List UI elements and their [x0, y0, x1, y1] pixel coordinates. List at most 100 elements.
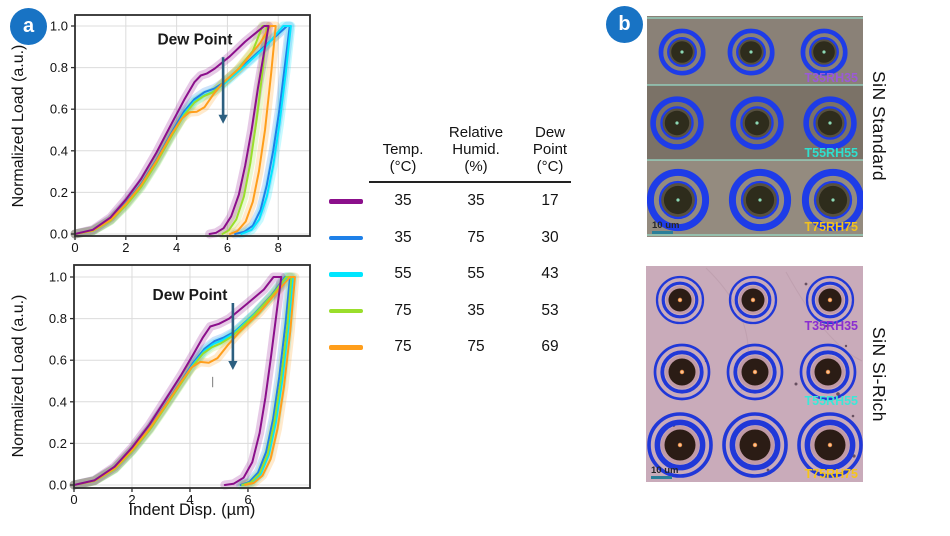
dirt-speck: [844, 344, 848, 348]
indent-center-highlight: [829, 299, 831, 301]
scale-bar-label: 10 um: [652, 220, 679, 231]
indent-outer-ring: [797, 412, 863, 478]
chart-sin-si-rich: Dew Point 0.0 0.2 0.4 0.6 0.8 1.0 0 2 4 6: [49, 264, 311, 507]
legend-row-3: 75 35 53: [329, 293, 581, 330]
indent-center-speck: [680, 50, 684, 54]
y-tick-label: 0.4: [49, 394, 67, 409]
indent-outer-ring: [799, 343, 857, 401]
indent-inner-ring: [667, 37, 697, 67]
legend-header-rule: [369, 181, 571, 183]
condition-label-T55RH55: T55RH55: [805, 394, 859, 408]
indent-outer-ring: [722, 412, 788, 478]
y-axis-label-top: Normalized Load (a.u.): [10, 44, 27, 208]
indent-outer-ring-wobble: [729, 30, 775, 76]
x-tick-label: 4: [173, 240, 180, 252]
legend-temp-value: 75: [394, 301, 412, 319]
y-tick-label: 0.4: [50, 143, 68, 158]
indent-outer-ring-wobble: [732, 98, 784, 150]
condition-label-T55RH55: T55RH55: [805, 146, 859, 160]
plot-border: [74, 14, 311, 237]
legend-row-2: 55 55 43: [329, 256, 581, 293]
indent-outer-ring-wobble: [652, 98, 704, 150]
indent-center-highlight: [754, 371, 756, 373]
dirt-speck: [804, 282, 808, 286]
indent-mid-ring: [806, 350, 850, 394]
legend-color-swatch: [329, 308, 363, 313]
x-tick-label: 2: [122, 240, 129, 252]
x-tick-label: 2: [128, 492, 135, 507]
micrograph-side-label-si-rich: SiN Si-Rich: [869, 326, 889, 422]
indent-inner-ring: [809, 37, 839, 67]
indent-center-speck: [828, 121, 832, 125]
legend-header-dew-point: Dew Point (°C): [532, 124, 568, 176]
y-axis-label-bottom: Normalized Load (a.u.): [10, 294, 27, 458]
x-axis-label: Indent Disp. (µm): [128, 501, 256, 519]
indent-outer-ring-wobble: [731, 171, 791, 231]
indent-center-speck: [676, 198, 680, 202]
dew-point-arrowhead: [218, 114, 228, 124]
indent-outer-ring-wobble: [649, 171, 709, 231]
condition-label-T35RH35: T35RH35: [805, 319, 859, 333]
indent-outer-ring-wobble: [805, 98, 857, 150]
indent-inner-ring: [813, 180, 853, 220]
scale-bar: [651, 476, 672, 479]
series-line-T35RH35: [74, 25, 270, 235]
legend-humidity-value: 75: [467, 228, 485, 246]
condition-label-T35RH35: T35RH35: [805, 71, 859, 85]
legend-humidity-value: 35: [467, 301, 485, 319]
indent-center-speck: [822, 50, 826, 54]
y-tick-label: 0.6: [49, 353, 67, 368]
y-tick-label: 0.8: [49, 311, 67, 326]
indent-mid-ring: [733, 350, 777, 394]
indent-inner-ring: [658, 180, 698, 220]
indent-outer-ring-wobble: [804, 171, 863, 231]
indent-mid-ring: [654, 419, 706, 471]
legend-swatch-cell: [329, 272, 373, 277]
micrograph-side-label-standard: SiN Standard: [869, 71, 889, 182]
indent-center-speck: [755, 121, 759, 125]
legend-temp-value: 35: [394, 228, 412, 246]
scale-bar: [652, 231, 673, 234]
legend-color-swatch: [329, 235, 363, 240]
micrograph-sin-si-rich: T35RH35 T55RH55 T75RH75 10 um: [646, 266, 863, 482]
legend-humidity-value: 55: [467, 265, 485, 283]
indent-inner-ring: [736, 37, 766, 67]
legend-color-swatch: [329, 345, 363, 350]
dew-point-annotation: Dew Point: [157, 32, 232, 49]
y-tick-label: 0.0: [49, 478, 67, 493]
legend-header-row: Temp. (°C) Relative Humid. (%) Dew Point…: [373, 106, 581, 176]
scale-bar-label: 10 um: [651, 465, 678, 476]
indent-mid-ring: [804, 419, 856, 471]
legend-swatch-cell: [329, 199, 373, 204]
legend-swatch-cell: [329, 345, 373, 350]
indent-inner-ring: [813, 106, 847, 140]
indent-mid-ring: [811, 281, 849, 319]
legend-row-4: 75 75 69: [329, 329, 581, 366]
indent-mid-ring: [734, 281, 772, 319]
x-tick-label: 6: [244, 492, 251, 507]
indent-outer-ring: [655, 275, 705, 325]
plot-border: [73, 264, 311, 489]
legend-color-swatch: [329, 199, 363, 204]
chart-sin-standard: Dew Point 0.0 0.2 0.4 0.6 0.8 1.0 0 2 4 6 8: [50, 14, 311, 252]
series-line-T75RH75: [74, 25, 277, 235]
indent-outer-ring: [728, 275, 778, 325]
y-tick-label: 0.0: [50, 227, 68, 242]
indent-outer-ring: [726, 343, 784, 401]
panel-b-badge: b: [606, 6, 643, 43]
legend-temp-value: 35: [394, 192, 412, 210]
condition-label-T75RH75: T75RH75: [805, 220, 859, 234]
y-tick-label: 0.2: [49, 436, 67, 451]
indent-inner-ring: [740, 180, 780, 220]
indent-inner-ring: [660, 106, 694, 140]
indent-inner-ring: [740, 106, 774, 140]
indent-outer-ring: [653, 343, 711, 401]
legend-header-humidity: Relative Humid. (%): [448, 124, 504, 176]
y-tick-label: 1.0: [49, 270, 67, 285]
indent-center-highlight: [679, 299, 681, 301]
indent-center-highlight: [827, 371, 829, 373]
panel-a-badge: a: [10, 8, 47, 45]
legend-dew-point-value: 43: [541, 265, 559, 283]
plot-area: [75, 15, 310, 236]
